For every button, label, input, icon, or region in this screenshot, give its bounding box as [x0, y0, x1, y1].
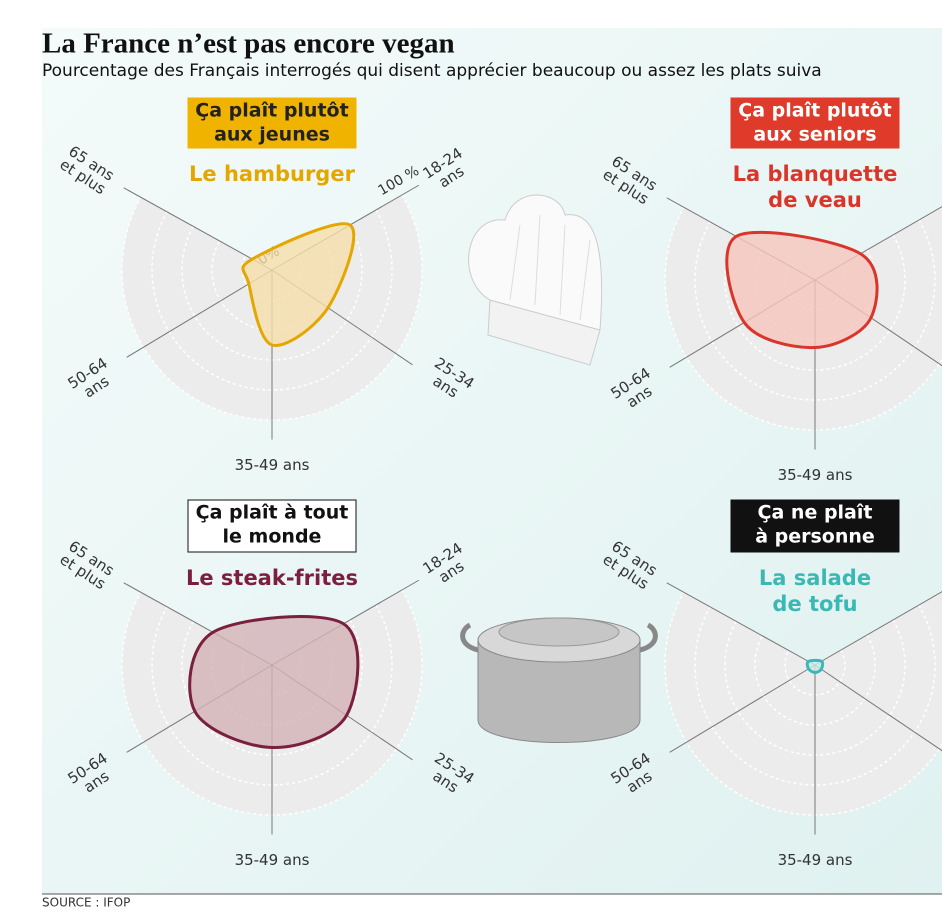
axis-line: [123, 187, 273, 271]
radar-shape: [241, 222, 356, 347]
badge: [730, 499, 900, 553]
badge-text: aux jeunes: [214, 124, 330, 146]
badge: [187, 97, 357, 149]
badge-text: Ça plaît à tout: [196, 502, 349, 524]
axis-label: 35-49 ans: [778, 851, 853, 869]
grid-ring: [151, 209, 393, 391]
grid-ring: [754, 634, 876, 726]
grid-ring: [664, 206, 942, 431]
axis-label: 35-49 ans: [778, 466, 853, 484]
grid-ring: [724, 619, 906, 756]
dish-name: de veau: [768, 188, 862, 212]
chef-hat: [468, 194, 603, 366]
source: SOURCE : IFOP: [42, 896, 130, 910]
subtitle: Pourcentage des Français interrogés qui …: [42, 61, 822, 81]
badge-text: à personne: [755, 526, 875, 548]
dish-name: Le steak-frites: [186, 566, 358, 590]
axis-label: 18-24ans: [419, 538, 474, 590]
grid-ring: [121, 589, 423, 816]
badge: [730, 97, 900, 149]
grid-ring: [181, 224, 363, 361]
badge: [187, 499, 357, 553]
axis-label-line: 35-49 ans: [235, 456, 310, 474]
radar-shape: [188, 615, 360, 750]
grid-ring: [694, 604, 936, 786]
badge-text: Ça plaît plutôt: [738, 100, 891, 122]
grid-ring: [694, 219, 936, 401]
axis-label: 35-49 ans: [235, 851, 310, 869]
grid-ring: [724, 234, 906, 371]
badge-text: Ça ne plaît: [758, 502, 873, 524]
axis-label-line: 35-49 ans: [235, 851, 310, 869]
title: La France n’est pas encore vegan: [42, 28, 455, 60]
axis-line: [814, 664, 942, 752]
axis-label-line: 35-49 ans: [778, 851, 853, 869]
radar-shape: [805, 658, 825, 674]
axis-label-line: 35-49 ans: [778, 466, 853, 484]
dish-name: La salade: [759, 566, 871, 590]
radar-shape: [725, 230, 879, 350]
grid-ring: [151, 604, 393, 786]
axis-line: [814, 591, 942, 666]
grid-ring: [181, 619, 363, 756]
axis-line: [666, 582, 816, 666]
grid-ring: [121, 194, 423, 421]
badge-text: Ça plaît plutôt: [195, 100, 348, 122]
badge-text: aux seniors: [753, 124, 876, 146]
badge-text: le monde: [223, 526, 322, 548]
dish-name: La blanquette: [733, 162, 898, 186]
axis-line: [669, 664, 816, 753]
dish-name: de tofu: [772, 592, 857, 616]
dish-name: Le hamburger: [189, 162, 356, 186]
axis-label: 35-49 ans: [235, 456, 310, 474]
grid-ring: [664, 591, 942, 816]
cooking-pot: [460, 617, 658, 743]
